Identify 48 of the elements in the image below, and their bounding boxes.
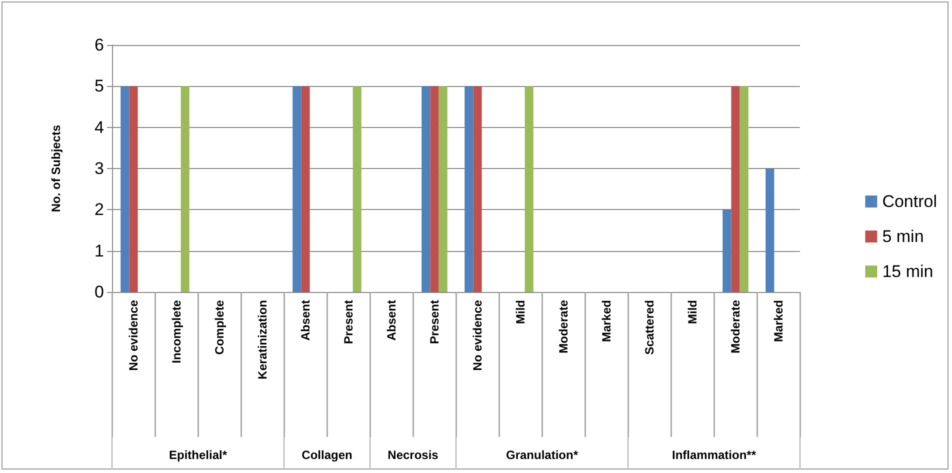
text: Epithelial* <box>168 448 228 462</box>
text: Granulation* <box>506 448 578 462</box>
bar <box>129 86 138 292</box>
y-tick-label: 4 <box>94 118 104 137</box>
text: Necrosis <box>388 448 439 462</box>
bar <box>473 86 482 292</box>
bar <box>422 86 430 292</box>
x-tick-label: Scattered <box>642 300 656 355</box>
y-tick-label: 5 <box>94 76 104 96</box>
bar <box>722 210 732 292</box>
bar <box>301 86 310 292</box>
text: Inflammation** <box>672 448 756 462</box>
y-tick-label: 3 <box>94 159 104 178</box>
x-tick-label: Moderate <box>728 300 742 354</box>
y-axis-title: No. of Subjects <box>49 124 63 212</box>
legend-label: 15 min <box>882 262 934 281</box>
bar <box>740 86 748 292</box>
bar <box>352 86 362 292</box>
x-tick-label: No evidence <box>470 300 484 371</box>
x-tick-label: Present <box>428 300 442 344</box>
bar <box>438 86 448 292</box>
x-tick-label: Marked <box>772 300 786 342</box>
x-tick-label: Marked <box>600 300 614 342</box>
bar <box>180 86 190 292</box>
x-tick-label: Incomplete <box>170 300 184 364</box>
x-tick-label: Keratinization <box>256 300 270 380</box>
bar <box>731 86 740 292</box>
bar <box>464 86 474 292</box>
y-tick-label: 2 <box>94 200 104 220</box>
bar <box>292 86 302 292</box>
x-tick-label: Moderate <box>556 300 570 354</box>
x-tick-label: Absent <box>298 300 312 341</box>
legend-label: 5 min <box>882 227 924 246</box>
x-tick-label: Complete <box>212 300 226 355</box>
bar <box>766 168 774 292</box>
legend-label: Control <box>882 192 938 211</box>
bar <box>524 86 534 292</box>
text: Collagen <box>302 448 352 462</box>
y-tick-label: 1 <box>94 241 104 260</box>
y-tick-label: 6 <box>94 36 104 54</box>
x-tick-label: Absent <box>384 300 398 341</box>
bar <box>120 86 130 292</box>
bar <box>430 86 439 292</box>
x-tick-label: Present <box>342 300 356 344</box>
x-tick-label: Mild <box>686 300 700 324</box>
x-tick-label: No evidence <box>126 300 140 371</box>
y-tick-label: 0 <box>94 282 104 302</box>
x-tick-label: Mild <box>514 300 528 324</box>
